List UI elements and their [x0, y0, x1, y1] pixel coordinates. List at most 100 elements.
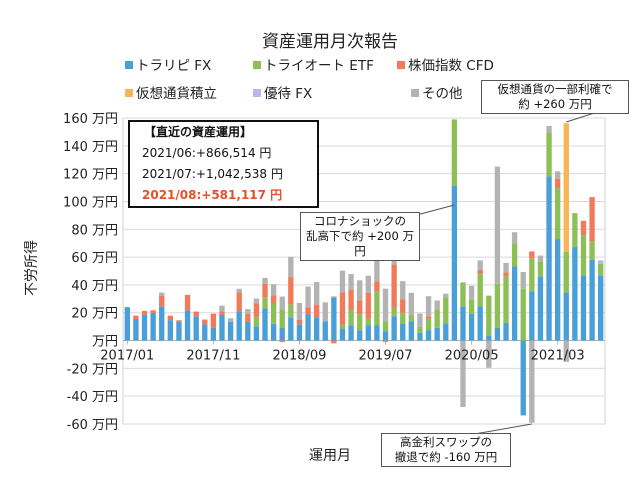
bar-segment: [434, 309, 440, 328]
legend-label: トラリピ FX: [136, 58, 211, 74]
recent-results-box: 【直近の資産運用】 2021/06:+866,514 円 2021/07:+1,…: [128, 120, 319, 208]
bar-segment: [339, 292, 346, 325]
bar-segment: [133, 315, 139, 319]
annotation-swap: 高金利スワップの 撤退で約 -160 万円: [381, 433, 511, 467]
bar-segment: [425, 330, 432, 341]
bar-segment: [494, 166, 501, 284]
bar-segment: [141, 314, 148, 341]
bar-segment: [245, 313, 251, 322]
bar-segment: [589, 241, 595, 260]
bar-segment: [408, 321, 415, 341]
bar-segment: [176, 320, 182, 322]
bar-segment: [400, 323, 406, 341]
bar-segment: [580, 220, 587, 236]
bar-segment: [365, 292, 371, 319]
bar-segment: [270, 295, 277, 304]
bar-segment: [227, 321, 234, 341]
legend-swatch: [253, 61, 261, 69]
bar-segment: [400, 281, 406, 300]
bar-segment: [425, 296, 432, 317]
bar-segment: [554, 188, 561, 240]
y-tick-label: -60 万円: [67, 418, 118, 433]
y-tick-label: 120 万円: [63, 168, 118, 183]
bar-segment: [554, 178, 561, 189]
bar-segment: [331, 340, 337, 344]
bar-segment: [520, 271, 526, 289]
bar-segment: [400, 299, 406, 313]
bar-segment: [219, 311, 225, 315]
bar-segment: [184, 294, 191, 311]
bar-segment: [563, 340, 569, 362]
bar-segment: [313, 317, 320, 341]
y-tick-label: 80 万円: [71, 223, 118, 238]
x-tick-label: 2021/03: [531, 349, 585, 364]
y-axis-ticks: 160 万円 140 万円 120 万円 100 万円 80 万円 60 万円 40 万円 2…: [63, 112, 118, 433]
bar-segment: [167, 315, 174, 321]
bar-segment: [159, 306, 165, 341]
legend-swatch: [253, 89, 261, 97]
bar-segment: [357, 300, 363, 315]
bar-segment: [546, 176, 552, 341]
annotation-corona-line1: コロナショックの: [314, 214, 406, 228]
bar-segment: [451, 185, 458, 341]
bar-segment: [546, 132, 552, 177]
bar-segment: [529, 258, 535, 292]
bar-segment: [193, 311, 199, 317]
bar-segment: [537, 261, 544, 277]
bar-segment: [365, 325, 371, 341]
bar-segment: [391, 264, 397, 308]
info-line-2021-06: 2021/06:+866,514 円: [142, 146, 272, 160]
bar-segment: [253, 326, 260, 341]
bar-segment: [253, 298, 260, 304]
bar-segment: [322, 302, 328, 322]
bar-segment: [288, 317, 294, 341]
bar-segment: [331, 297, 337, 341]
bar-segment: [580, 275, 587, 341]
bar-segment: [494, 283, 501, 328]
bar-segment: [511, 266, 518, 341]
bar-segment: [503, 262, 509, 273]
bar-segment: [313, 281, 320, 305]
bar-segment: [486, 295, 492, 336]
bar-segment: [529, 291, 535, 341]
bar-segment: [296, 302, 303, 320]
legend-swatch: [125, 89, 133, 97]
y-tick-label: 20 万円: [71, 307, 118, 322]
bar-segment: [184, 310, 191, 341]
bar-segment: [227, 318, 234, 322]
bar-segment: [486, 340, 492, 368]
bar-segment: [133, 318, 139, 341]
bar-segment: [253, 316, 260, 327]
bar-segment: [150, 310, 156, 313]
bar-segment: [124, 307, 130, 341]
bar-segment: [468, 285, 475, 300]
bar-segment: [572, 213, 578, 248]
bar-segment: [554, 239, 561, 341]
bar-segment: [443, 297, 449, 324]
annotation-crypto-line1: 仮想通貨の一部利確で: [497, 82, 613, 96]
bar-segment: [219, 314, 225, 341]
bar-segment: [374, 252, 380, 282]
x-tick-label: 2017/11: [186, 349, 240, 364]
x-axis-title: 運用月: [309, 448, 351, 464]
bar-segment: [477, 306, 483, 341]
y-tick-label: 160 万円: [63, 112, 118, 127]
bar-segment: [245, 309, 251, 314]
x-tick-label: 2019/07: [359, 349, 413, 364]
y-tick-label: -20 万円: [67, 362, 118, 377]
bar-segment: [357, 330, 363, 341]
bar-segment: [546, 125, 552, 133]
x-tick-label: 2017/01: [100, 349, 154, 364]
legend-swatch: [397, 61, 405, 69]
bar-segment: [270, 284, 277, 296]
bar-segment: [572, 247, 578, 341]
bar-segment: [339, 270, 346, 293]
bar-segment: [443, 323, 449, 341]
bar-segment: [279, 296, 285, 310]
bar-segment: [486, 335, 492, 341]
legend-label: 仮想通貨積立: [136, 85, 217, 102]
annotation-swap-line2: 撤退で約 -160 万円: [394, 450, 498, 464]
bar-segment: [262, 308, 268, 341]
annotation-crypto: 仮想通貨の一部利確で 約 +260 万円: [481, 80, 629, 114]
bar-segment: [322, 321, 328, 341]
